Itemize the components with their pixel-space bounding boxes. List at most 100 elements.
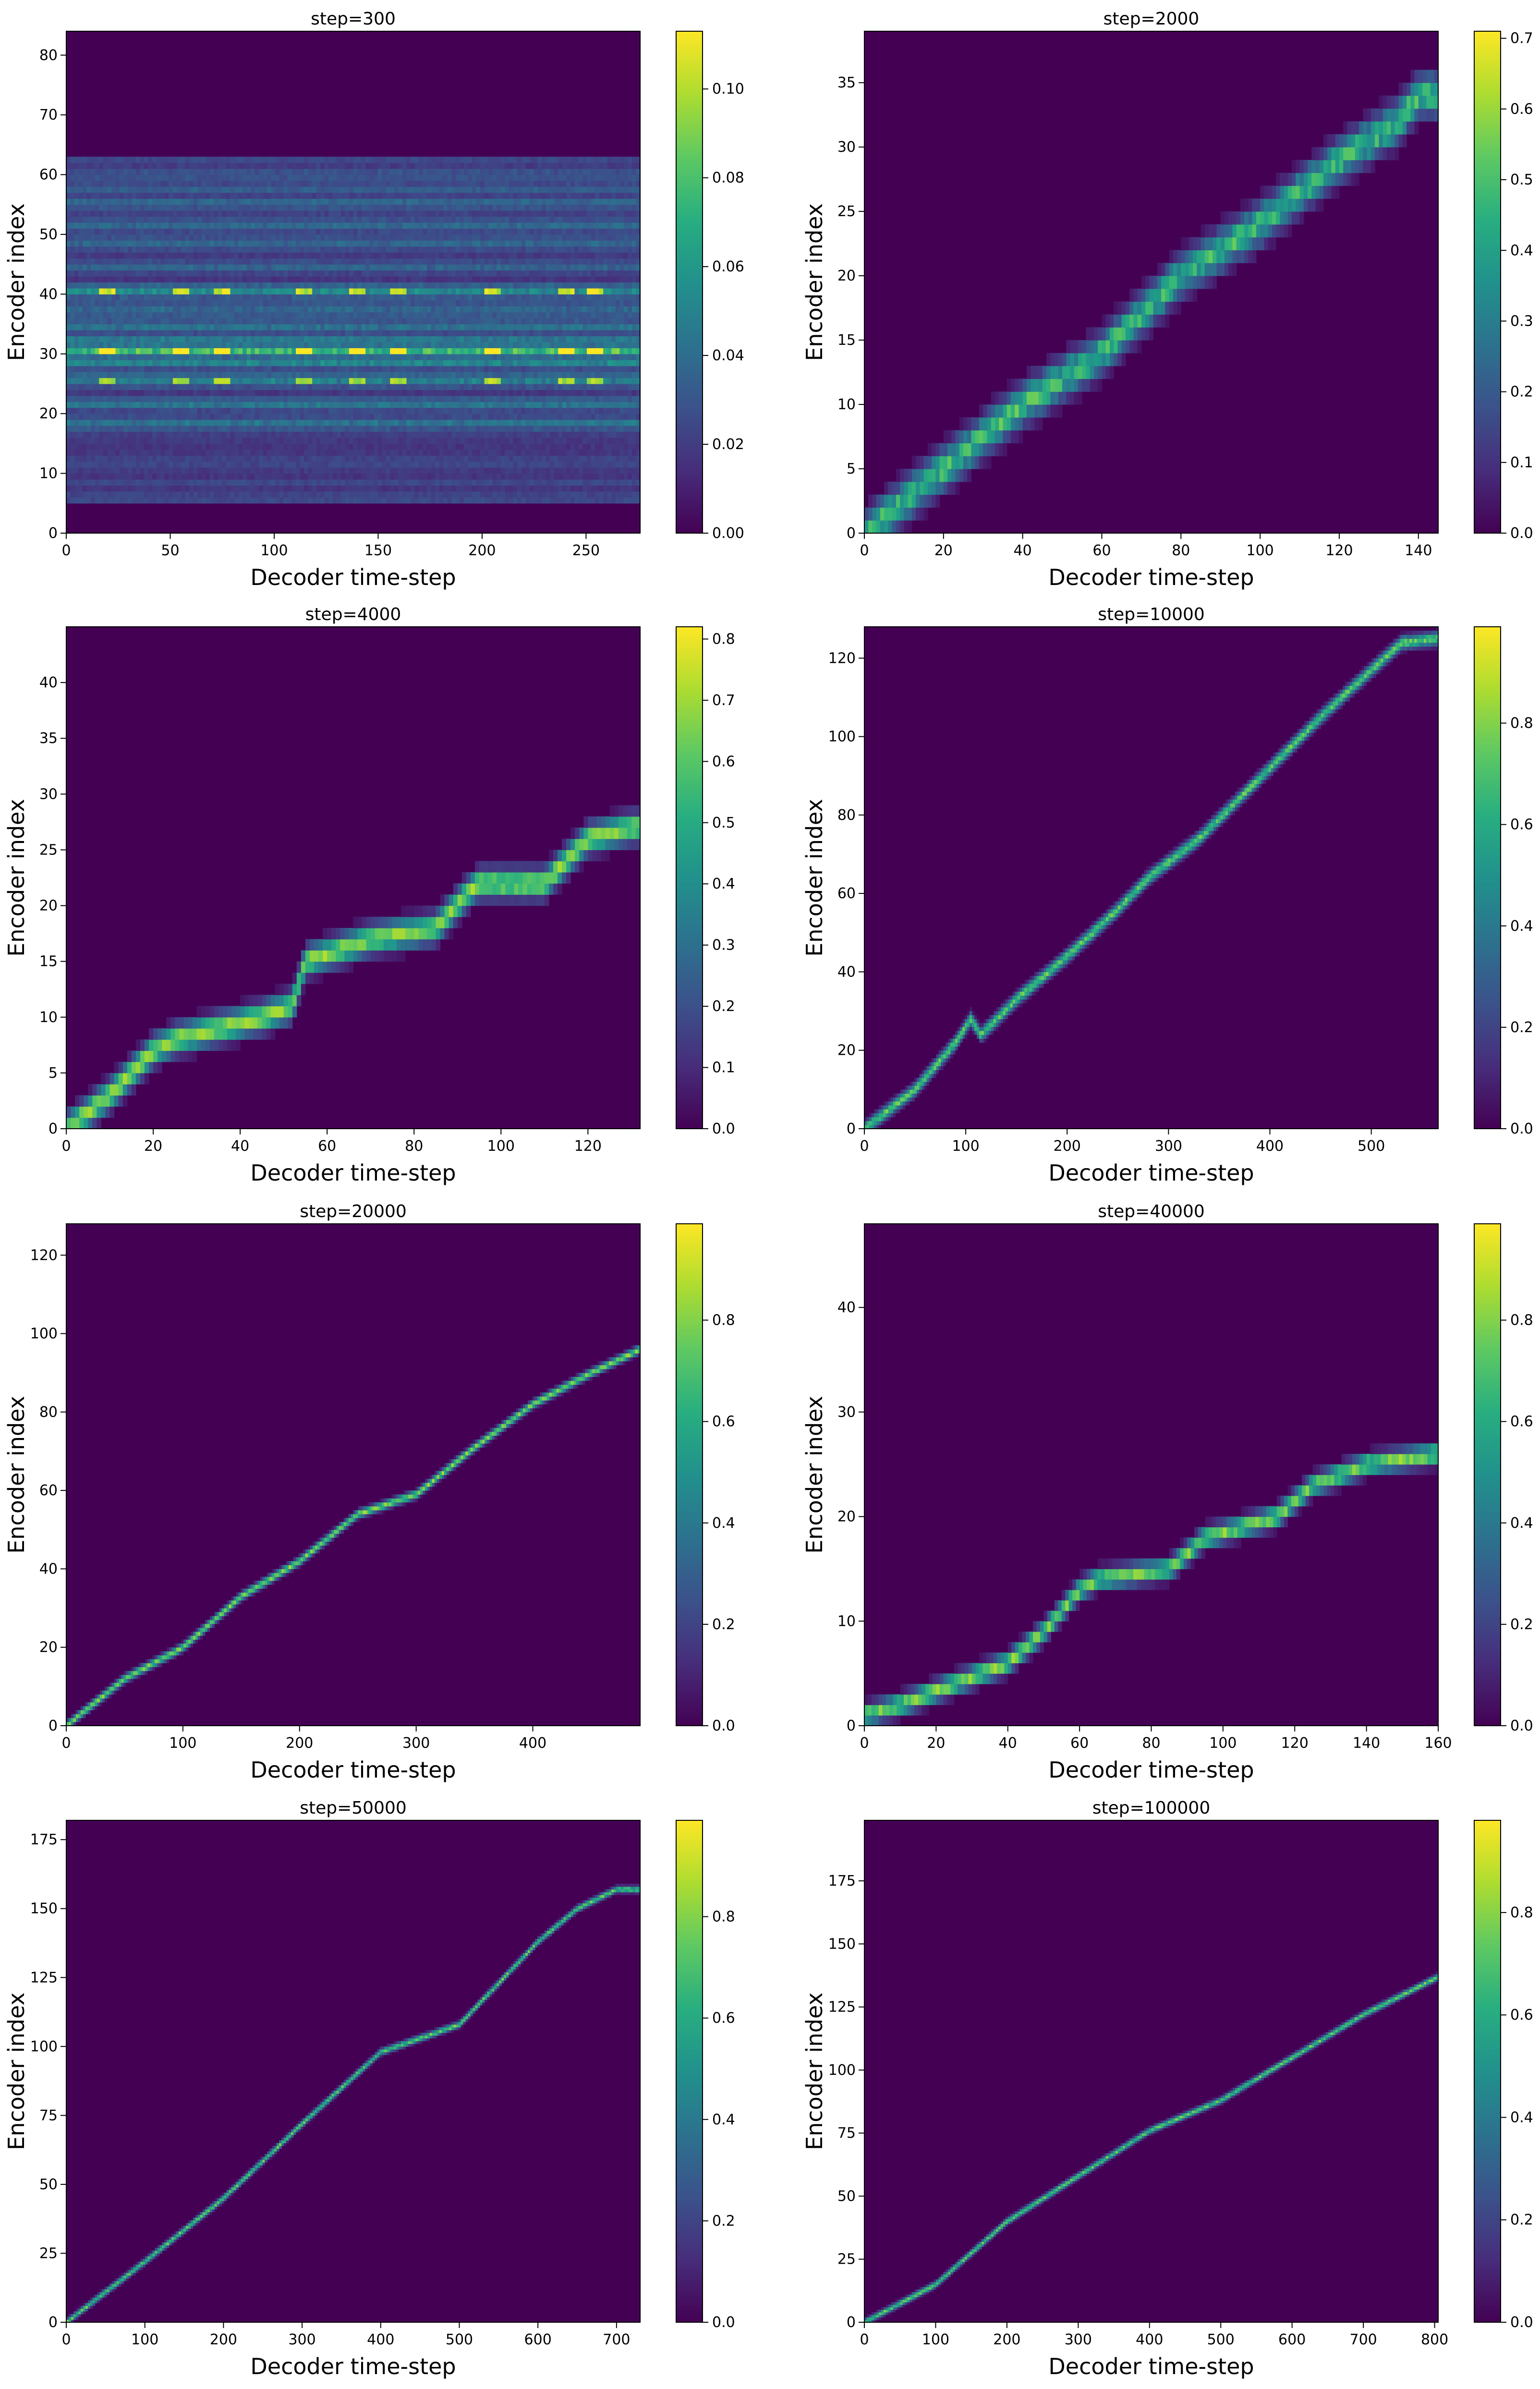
- heatmap-cell: [172, 312, 178, 318]
- heatmap-cell: [238, 431, 243, 438]
- heatmap-cell: [181, 390, 186, 396]
- heatmap-cell: [271, 449, 276, 456]
- heatmap-cell: [259, 372, 264, 378]
- heatmap-cell: [517, 360, 522, 366]
- heatmap-cell: [611, 485, 616, 492]
- heatmap-cell: [148, 485, 153, 492]
- heatmap-cell: [111, 497, 116, 504]
- heatmap-cell: [587, 372, 592, 378]
- heatmap-cell: [623, 294, 628, 301]
- heatmap-cell: [574, 366, 579, 372]
- heatmap-cell: [230, 419, 235, 426]
- heatmap-cell: [537, 449, 542, 456]
- heatmap-cell: [345, 497, 350, 504]
- heatmap-cell: [140, 419, 145, 426]
- heatmap-cell: [542, 306, 546, 313]
- heatmap-cell: [509, 378, 513, 384]
- heatmap-cell: [574, 294, 579, 301]
- heatmap-cell: [369, 491, 374, 498]
- heatmap-cell: [177, 300, 182, 306]
- heatmap-cell: [267, 407, 272, 414]
- heatmap-cell: [218, 360, 222, 366]
- heatmap-cell: [472, 383, 477, 390]
- heatmap-cell: [230, 461, 235, 468]
- heatmap-cell: [345, 288, 350, 294]
- heatmap-cell: [455, 294, 461, 301]
- heatmap-cell: [111, 437, 116, 444]
- heatmap-cell: [86, 395, 91, 402]
- heatmap-cell: [534, 479, 538, 486]
- heatmap-cell: [103, 467, 108, 474]
- heatmap-cell: [70, 372, 75, 378]
- heatmap-cell: [152, 414, 157, 420]
- heatmap-cell: [136, 341, 141, 348]
- heatmap-cell: [214, 449, 218, 456]
- heatmap-cell: [390, 378, 395, 384]
- heatmap-cell: [439, 306, 444, 313]
- heatmap-cell: [513, 353, 518, 360]
- heatmap-cell: [259, 294, 264, 301]
- heatmap-cell: [119, 414, 124, 420]
- heatmap-cell: [591, 312, 595, 318]
- heatmap-cell: [312, 348, 317, 354]
- heatmap-cell: [550, 473, 555, 480]
- heatmap-cell: [578, 431, 583, 438]
- heatmap-cell: [517, 336, 522, 342]
- heatmap-cell: [99, 467, 104, 474]
- heatmap-cell: [463, 348, 469, 354]
- heatmap-cell: [603, 330, 608, 337]
- heatmap-cell: [472, 491, 477, 498]
- heatmap-cell: [623, 431, 628, 438]
- heatmap-cell: [234, 341, 239, 348]
- heatmap-cell: [66, 402, 71, 408]
- heatmap-cell: [402, 467, 407, 474]
- heatmap-cell: [206, 443, 210, 450]
- heatmap-cell: [243, 312, 247, 318]
- heatmap-cell: [607, 366, 612, 372]
- heatmap-cell: [394, 461, 399, 468]
- heatmap-cell: [185, 402, 190, 408]
- heatmap-cell: [439, 497, 444, 504]
- heatmap-cell: [591, 402, 595, 408]
- heatmap-cell: [595, 300, 600, 306]
- heatmap-cell: [283, 294, 288, 301]
- heatmap-cell: [340, 449, 346, 456]
- heatmap-cell: [505, 366, 509, 372]
- heatmap-cell: [328, 402, 333, 408]
- heatmap-cell: [164, 431, 169, 438]
- heatmap-cell: [296, 330, 301, 337]
- heatmap-cell: [279, 372, 284, 378]
- heatmap-cell: [206, 449, 210, 456]
- heatmap-cell: [66, 414, 71, 420]
- heatmap-cell: [218, 390, 222, 396]
- heatmap-cell: [320, 455, 325, 462]
- heatmap-cell: [271, 419, 276, 426]
- heatmap-cell: [451, 485, 456, 492]
- heatmap-cell: [537, 300, 542, 306]
- heatmap-cell: [328, 341, 333, 348]
- heatmap-cell: [275, 395, 280, 402]
- heatmap-cell: [316, 437, 321, 444]
- heatmap-cell: [361, 288, 366, 294]
- heatmap-cell: [177, 461, 182, 468]
- heatmap-cell: [414, 300, 419, 306]
- heatmap-cell: [406, 318, 411, 325]
- heatmap-cell: [603, 390, 608, 396]
- heatmap-cell: [411, 491, 415, 498]
- heatmap-cell: [599, 330, 604, 337]
- heatmap-cell: [500, 341, 505, 348]
- heatmap-cell: [304, 330, 309, 337]
- heatmap-cell: [566, 402, 571, 408]
- heatmap-cell: [423, 372, 427, 378]
- heatmap-cell: [99, 402, 104, 408]
- heatmap-cell: [607, 419, 612, 426]
- heatmap-cell: [259, 324, 264, 330]
- heatmap-cell: [107, 390, 112, 396]
- heatmap-cell: [623, 353, 628, 360]
- heatmap-cell: [546, 485, 550, 492]
- heatmap-cell: [582, 479, 587, 486]
- heatmap-cell: [374, 341, 378, 348]
- heatmap-cell: [566, 348, 571, 354]
- heatmap-cell: [542, 318, 546, 325]
- heatmap-cell: [542, 294, 546, 301]
